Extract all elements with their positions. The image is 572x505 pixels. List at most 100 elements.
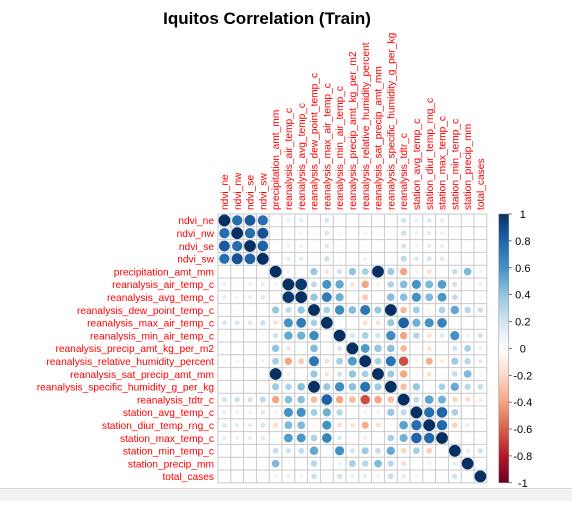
correlation-circle	[236, 347, 239, 350]
column-label: reanalysis_tdtr_c	[399, 133, 410, 210]
correlation-circle	[244, 228, 256, 239]
column-label: ndvi_se	[246, 175, 257, 210]
correlation-circle	[257, 240, 269, 252]
row-label: ndvi_ne	[178, 216, 214, 227]
correlation-circle	[437, 317, 447, 328]
correlation-circle	[461, 457, 474, 470]
correlation-circle	[363, 474, 368, 479]
correlation-circle	[362, 320, 368, 326]
correlation-circle	[399, 420, 408, 430]
correlation-circle	[282, 291, 295, 304]
correlation-circle	[465, 333, 470, 338]
correlation-circle	[236, 270, 239, 273]
column-label: reanalysis_specific_humidity_g_per_kg	[386, 32, 397, 210]
correlation-circle	[297, 306, 305, 314]
correlation-circle	[360, 381, 371, 392]
correlation-circle	[428, 475, 431, 478]
correlation-circle	[244, 240, 256, 252]
correlation-circle	[310, 408, 318, 416]
correlation-circle	[349, 333, 355, 339]
correlation-circle	[351, 232, 354, 235]
correlation-circle	[234, 396, 240, 403]
correlation-circle	[453, 219, 456, 222]
correlation-circle	[296, 407, 306, 417]
correlation-circle	[363, 410, 367, 415]
correlation-circle	[426, 269, 432, 275]
legend-tick-label: -0.6	[513, 424, 532, 436]
correlation-circle	[235, 410, 240, 415]
correlation-circle	[387, 460, 394, 467]
correlation-circle	[463, 267, 472, 276]
correlation-circle	[439, 359, 445, 364]
correlation-circle	[335, 293, 344, 302]
row-label: ndvi_sw	[177, 255, 214, 266]
correlation-circle	[324, 371, 330, 377]
correlation-circle	[387, 370, 395, 378]
correlation-circle	[223, 373, 226, 375]
correlation-circle	[235, 385, 239, 389]
correlation-circle	[451, 268, 458, 275]
correlation-circle	[479, 321, 482, 324]
correlation-circle	[386, 446, 395, 455]
correlation-circle	[360, 343, 370, 353]
correlation-circle	[411, 279, 421, 289]
correlation-circle	[397, 393, 410, 406]
correlation-circle	[272, 383, 280, 391]
correlation-circle	[478, 295, 483, 299]
correlation-circle	[222, 435, 227, 441]
correlation-circle	[310, 319, 318, 327]
correlation-circle	[313, 245, 315, 247]
correlation-circle	[479, 462, 482, 465]
correlation-circle	[235, 295, 239, 299]
correlation-circle	[384, 380, 397, 393]
correlation-circle	[299, 218, 304, 223]
correlation-circle	[399, 293, 408, 302]
correlation-circle	[219, 253, 230, 264]
correlation-circle	[310, 434, 318, 442]
correlation-circle	[361, 447, 369, 455]
correlation-circle	[256, 252, 269, 265]
correlation-circle	[283, 318, 293, 328]
correlation-circle	[437, 292, 447, 302]
correlation-circle	[337, 435, 342, 441]
correlation-circle	[374, 306, 382, 314]
correlation-circle	[300, 373, 303, 375]
correlation-circle	[236, 462, 239, 465]
correlation-circle	[299, 474, 303, 479]
correlation-circle	[311, 473, 317, 480]
correlation-circle	[466, 257, 469, 260]
correlation-circle	[426, 218, 432, 223]
correlation-circle	[425, 357, 433, 365]
column-label: station_min_temp_c	[450, 119, 461, 210]
correlation-circle	[218, 214, 231, 227]
correlation-circle	[413, 396, 420, 403]
correlation-circle	[452, 396, 458, 403]
correlation-circle	[451, 422, 458, 429]
correlation-circle	[477, 383, 484, 390]
correlation-circle	[377, 296, 379, 299]
legend-tick-label: 0	[520, 343, 526, 355]
correlation-circle	[297, 382, 306, 391]
correlation-circle	[387, 319, 395, 327]
correlation-circle	[363, 244, 367, 248]
correlation-circle	[372, 265, 384, 278]
correlation-circle	[478, 359, 483, 364]
correlation-circle	[360, 304, 371, 316]
correlation-circle	[479, 219, 482, 222]
correlation-circle	[287, 462, 290, 465]
correlation-circle	[426, 346, 432, 351]
correlation-circle	[374, 383, 382, 391]
correlation-circle	[222, 359, 226, 363]
correlation-circle	[312, 257, 316, 260]
column-label: ndvi_ne	[220, 174, 231, 210]
legend-tick-label: 0.4	[515, 290, 530, 302]
correlation-circle	[348, 306, 357, 314]
correlation-circle	[479, 244, 482, 248]
correlation-circle	[399, 267, 408, 276]
legend-tick-label: -1	[518, 478, 528, 490]
correlation-circle	[400, 243, 407, 249]
correlation-circle	[282, 278, 295, 291]
correlation-circle	[438, 306, 446, 314]
correlation-circle	[414, 218, 419, 223]
